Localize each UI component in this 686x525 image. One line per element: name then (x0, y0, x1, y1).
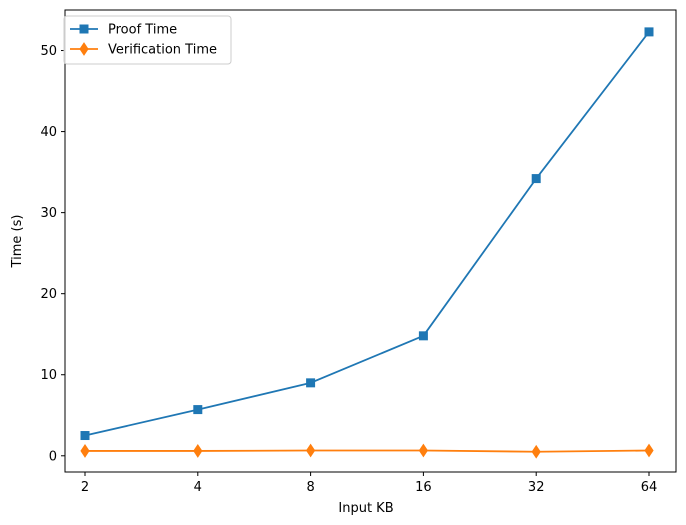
x-tick-label: 8 (306, 480, 314, 495)
data-point (531, 174, 541, 184)
legend-box (63, 15, 232, 65)
x-tick-label: 2 (81, 480, 89, 495)
data-point (80, 444, 90, 458)
legend-item: Proof Time (70, 23, 177, 38)
legend-marker (79, 24, 89, 34)
legend-label: Proof Time (108, 23, 177, 38)
data-point (193, 405, 203, 415)
series-line (84, 31, 650, 437)
x-tick-label: 32 (528, 480, 545, 495)
legend: Proof Time Verification Time (63, 15, 232, 65)
x-tick-label: 4 (194, 480, 202, 495)
data-point (80, 431, 90, 441)
series-2 (80, 443, 654, 459)
data-point (531, 444, 541, 459)
data-point (418, 331, 428, 341)
series-line (85, 449, 650, 453)
data-point (644, 443, 654, 458)
legend-label: Verification Time (108, 43, 217, 58)
x-axis-label: Input KB (338, 501, 393, 516)
y-tick-label: 30 (40, 206, 57, 221)
data-point (418, 443, 429, 458)
series-1 (80, 27, 654, 441)
y-tick-label: 20 (40, 287, 57, 302)
y-tick-label: 10 (40, 368, 57, 383)
y-tick-label: 0 (49, 449, 57, 464)
data-point (305, 443, 316, 458)
y-axis: 0 10 20 30 40 50 (40, 44, 65, 464)
y-tick-label: 40 (40, 125, 57, 140)
legend-marker (79, 42, 89, 56)
y-axis-label: Time (s) (10, 215, 25, 269)
x-tick-label: 16 (415, 480, 432, 495)
series-layer (80, 27, 654, 459)
data-point (193, 444, 203, 458)
data-point (306, 378, 316, 388)
data-point (644, 27, 654, 37)
x-tick-label: 64 (641, 480, 658, 495)
y-tick-label: 50 (40, 44, 57, 59)
plot-area (64, 9, 677, 473)
legend-item: Verification Time (70, 42, 217, 58)
x-axis: 2 4 8 16 32 64 (81, 472, 657, 495)
